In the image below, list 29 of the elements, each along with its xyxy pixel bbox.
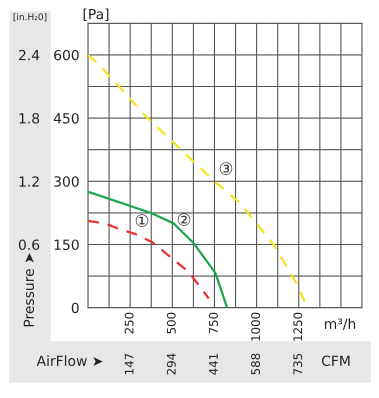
- text: AirFlow ➤: [36, 355, 103, 366]
- y-axis-title: [Pa]: [84, 8, 108, 21]
- x-tick-label: 1000: [251, 312, 260, 341]
- x2-tick-label: 294: [166, 354, 176, 375]
- y2-axis-title: [in.H₂0]: [14, 13, 46, 22]
- x-tick-label: 500: [166, 312, 176, 334]
- x-tick-label: 750: [208, 312, 218, 334]
- y2-tick-label: 2.4: [19, 50, 40, 60]
- y2-tick-label: 0.6: [18, 239, 40, 250]
- text: Pressure ➤: [24, 253, 34, 326]
- x-axis-title: m³/h: [324, 318, 356, 330]
- y-tick-label: 450: [54, 113, 79, 124]
- x2-tick-label: 735: [293, 354, 302, 374]
- y-tick-label: 600: [54, 50, 79, 60]
- x-tick-label: 250: [124, 312, 134, 334]
- annotation: ②: [178, 213, 190, 226]
- x2-axis-title: CFM: [322, 356, 350, 366]
- y2-tick-label: 1.8: [20, 113, 40, 124]
- line-series: [88, 190, 228, 308]
- x2-tick-label: 441: [209, 354, 218, 375]
- annotation: ③: [220, 162, 232, 175]
- y2-tick-label: 1.2: [20, 176, 39, 187]
- x2-tick-label: 588: [251, 354, 260, 374]
- x-tick-label: 1250: [293, 312, 302, 341]
- y-tick-label: 0: [72, 302, 79, 314]
- y-tick-label: 150: [54, 239, 79, 250]
- x2-tick-label: 147: [124, 354, 134, 374]
- y-tick-label: 300: [54, 176, 79, 187]
- annotation: ①: [136, 214, 148, 227]
